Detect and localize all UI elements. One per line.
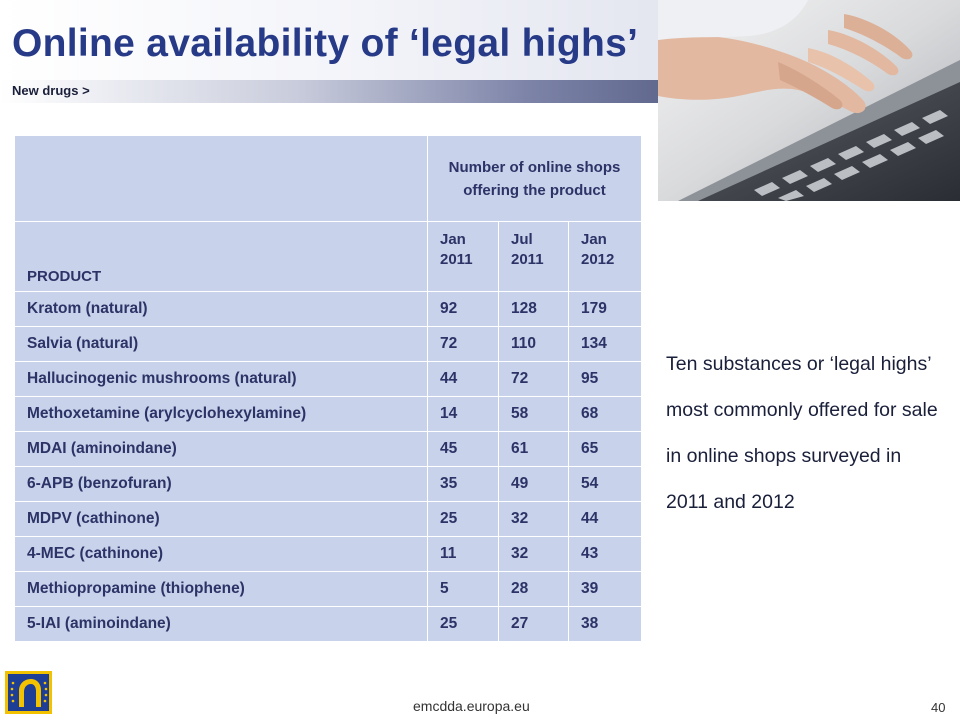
period-header-jan-2011: Jan 2011 <box>427 221 499 292</box>
product-name: 4-MEC (cathinone) <box>14 536 428 572</box>
count-jan-2012: 44 <box>567 501 643 537</box>
count-jan-2011: 92 <box>427 291 499 327</box>
count-jul-2011: 28 <box>498 571 569 607</box>
product-name: Hallucinogenic mushrooms (natural) <box>14 361 428 397</box>
table-row: Methiopropamine (thiophene) 5 28 39 <box>14 571 643 607</box>
count-jan-2012: 65 <box>567 431 643 467</box>
table-row: Hallucinogenic mushrooms (natural) 44 72… <box>14 361 643 397</box>
count-jul-2011: 72 <box>498 361 569 397</box>
product-availability-table: Number of online shops offering the prod… <box>14 135 643 642</box>
count-jan-2012: 54 <box>567 466 643 502</box>
product-name: 5-IAI (aminoindane) <box>14 606 428 642</box>
count-jan-2011: 14 <box>427 396 499 432</box>
count-jul-2011: 128 <box>498 291 569 327</box>
product-name: Salvia (natural) <box>14 326 428 362</box>
count-jan-2012: 43 <box>567 536 643 572</box>
table-row: Kratom (natural) 92 128 179 <box>14 291 643 327</box>
count-jan-2011: 11 <box>427 536 499 572</box>
table-row: 5-IAI (aminoindane) 25 27 38 <box>14 606 643 642</box>
count-jan-2011: 25 <box>427 606 499 642</box>
product-name: MDAI (aminoindane) <box>14 431 428 467</box>
product-name: Kratom (natural) <box>14 291 428 327</box>
slide-description: Ten substances or ‘legal highs’ most com… <box>666 353 938 513</box>
count-jul-2011: 32 <box>498 501 569 537</box>
period-header-jul-2011: Jul 2011 <box>498 221 569 292</box>
count-jan-2011: 44 <box>427 361 499 397</box>
count-jan-2011: 45 <box>427 431 499 467</box>
count-jul-2011: 49 <box>498 466 569 502</box>
count-jul-2011: 32 <box>498 536 569 572</box>
emcdda-logo[interactable] <box>5 671 52 714</box>
product-column-header: PRODUCT <box>14 221 428 292</box>
table-row: 6-APB (benzofuran) 35 49 54 <box>14 466 643 502</box>
table-row: Salvia (natural) 72 110 134 <box>14 326 643 362</box>
table-row: MDAI (aminoindane) 45 61 65 <box>14 431 643 467</box>
footer-url-link[interactable]: emcdda.europa.eu <box>413 698 530 714</box>
section-link-new-drugs[interactable]: New drugs > <box>12 83 90 98</box>
count-jan-2011: 5 <box>427 571 499 607</box>
table-row: Methoxetamine (arylcyclohexylamine) 14 5… <box>14 396 643 432</box>
period-header-jan-2012: Jan 2012 <box>567 221 643 292</box>
product-name: MDPV (cathinone) <box>14 501 428 537</box>
count-jan-2011: 35 <box>427 466 499 502</box>
table-corner-cell <box>14 135 428 222</box>
product-name: Methoxetamine (arylcyclohexylamine) <box>14 396 428 432</box>
hands-typing-on-keyboard-photo <box>658 0 960 201</box>
online-shops-column-header: Number of online shops offering the prod… <box>426 135 643 222</box>
table-row: 4-MEC (cathinone) 11 32 43 <box>14 536 643 572</box>
count-jan-2012: 38 <box>567 606 643 642</box>
count-jul-2011: 27 <box>498 606 569 642</box>
count-jan-2012: 39 <box>567 571 643 607</box>
table-row: MDPV (cathinone) 25 32 44 <box>14 501 643 537</box>
count-jan-2011: 25 <box>427 501 499 537</box>
product-name: 6-APB (benzofuran) <box>14 466 428 502</box>
product-name: Methiopropamine (thiophene) <box>14 571 428 607</box>
count-jul-2011: 110 <box>498 326 569 362</box>
page-title: Online availability of ‘legal highs’ <box>12 22 639 65</box>
page-number: 40 <box>931 700 946 715</box>
count-jan-2012: 95 <box>567 361 643 397</box>
count-jan-2011: 72 <box>427 326 499 362</box>
count-jul-2011: 58 <box>498 396 569 432</box>
count-jul-2011: 61 <box>498 431 569 467</box>
count-jan-2012: 134 <box>567 326 643 362</box>
header-band <box>0 0 658 80</box>
count-jan-2012: 68 <box>567 396 643 432</box>
count-jan-2012: 179 <box>567 291 643 327</box>
section-bar: New drugs > <box>0 80 658 103</box>
